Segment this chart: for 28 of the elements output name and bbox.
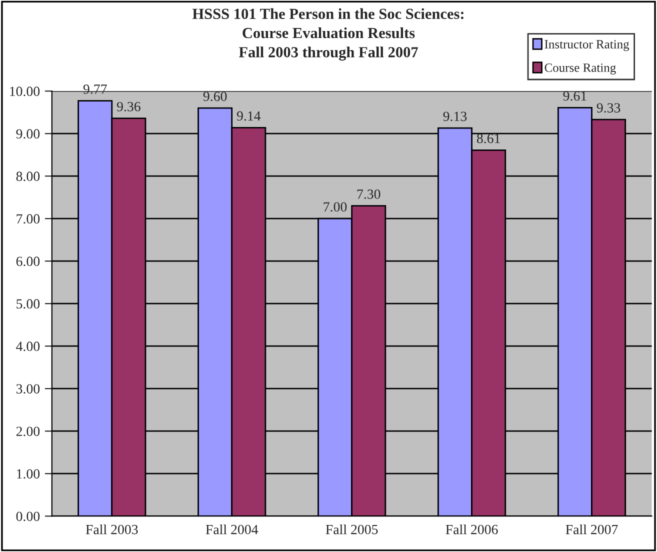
data-label: 7.00 <box>324 202 347 212</box>
x-tick-label: Fall 2003 <box>86 524 138 534</box>
x-tick-label: Fall 2007 <box>566 524 618 534</box>
y-tick-label: 3.00 <box>16 384 40 394</box>
data-label: 9.13 <box>443 112 467 122</box>
data-label: 8.61 <box>476 134 500 144</box>
data-label: 9.36 <box>116 102 140 112</box>
y-tick-label: 9.00 <box>16 129 40 139</box>
data-label: 9.61 <box>563 91 586 101</box>
data-label: 9.60 <box>203 92 227 102</box>
y-tick-label: 0.00 <box>16 512 40 522</box>
y-tick-label: 2.00 <box>16 426 40 436</box>
legend-label: Course Rating <box>544 64 616 74</box>
y-tick-label: 5.00 <box>16 299 40 309</box>
x-tick-label: Fall 2004 <box>206 524 258 534</box>
data-label: 9.33 <box>596 103 620 113</box>
legend-label: Instructor Rating <box>544 40 630 52</box>
data-label: 7.30 <box>357 189 380 199</box>
y-tick-label: 6.00 <box>16 256 40 266</box>
y-tick-label: 4.00 <box>16 342 40 352</box>
y-tick-label: 10.00 <box>10 86 40 96</box>
data-label: 9.14 <box>236 111 261 121</box>
y-tick-label: 8.00 <box>16 172 40 182</box>
y-tick-label: 7.00 <box>16 214 40 224</box>
x-tick-label: Fall 2005 <box>326 524 378 534</box>
chart-title: HSSS 101 The Person in the Soc Sciences: Course Evaluation Results Fall 2003 through Fall 2007 <box>192 8 464 61</box>
x-tick-label: Fall 2006 <box>446 524 498 534</box>
y-tick-label: 1.00 <box>17 469 40 479</box>
